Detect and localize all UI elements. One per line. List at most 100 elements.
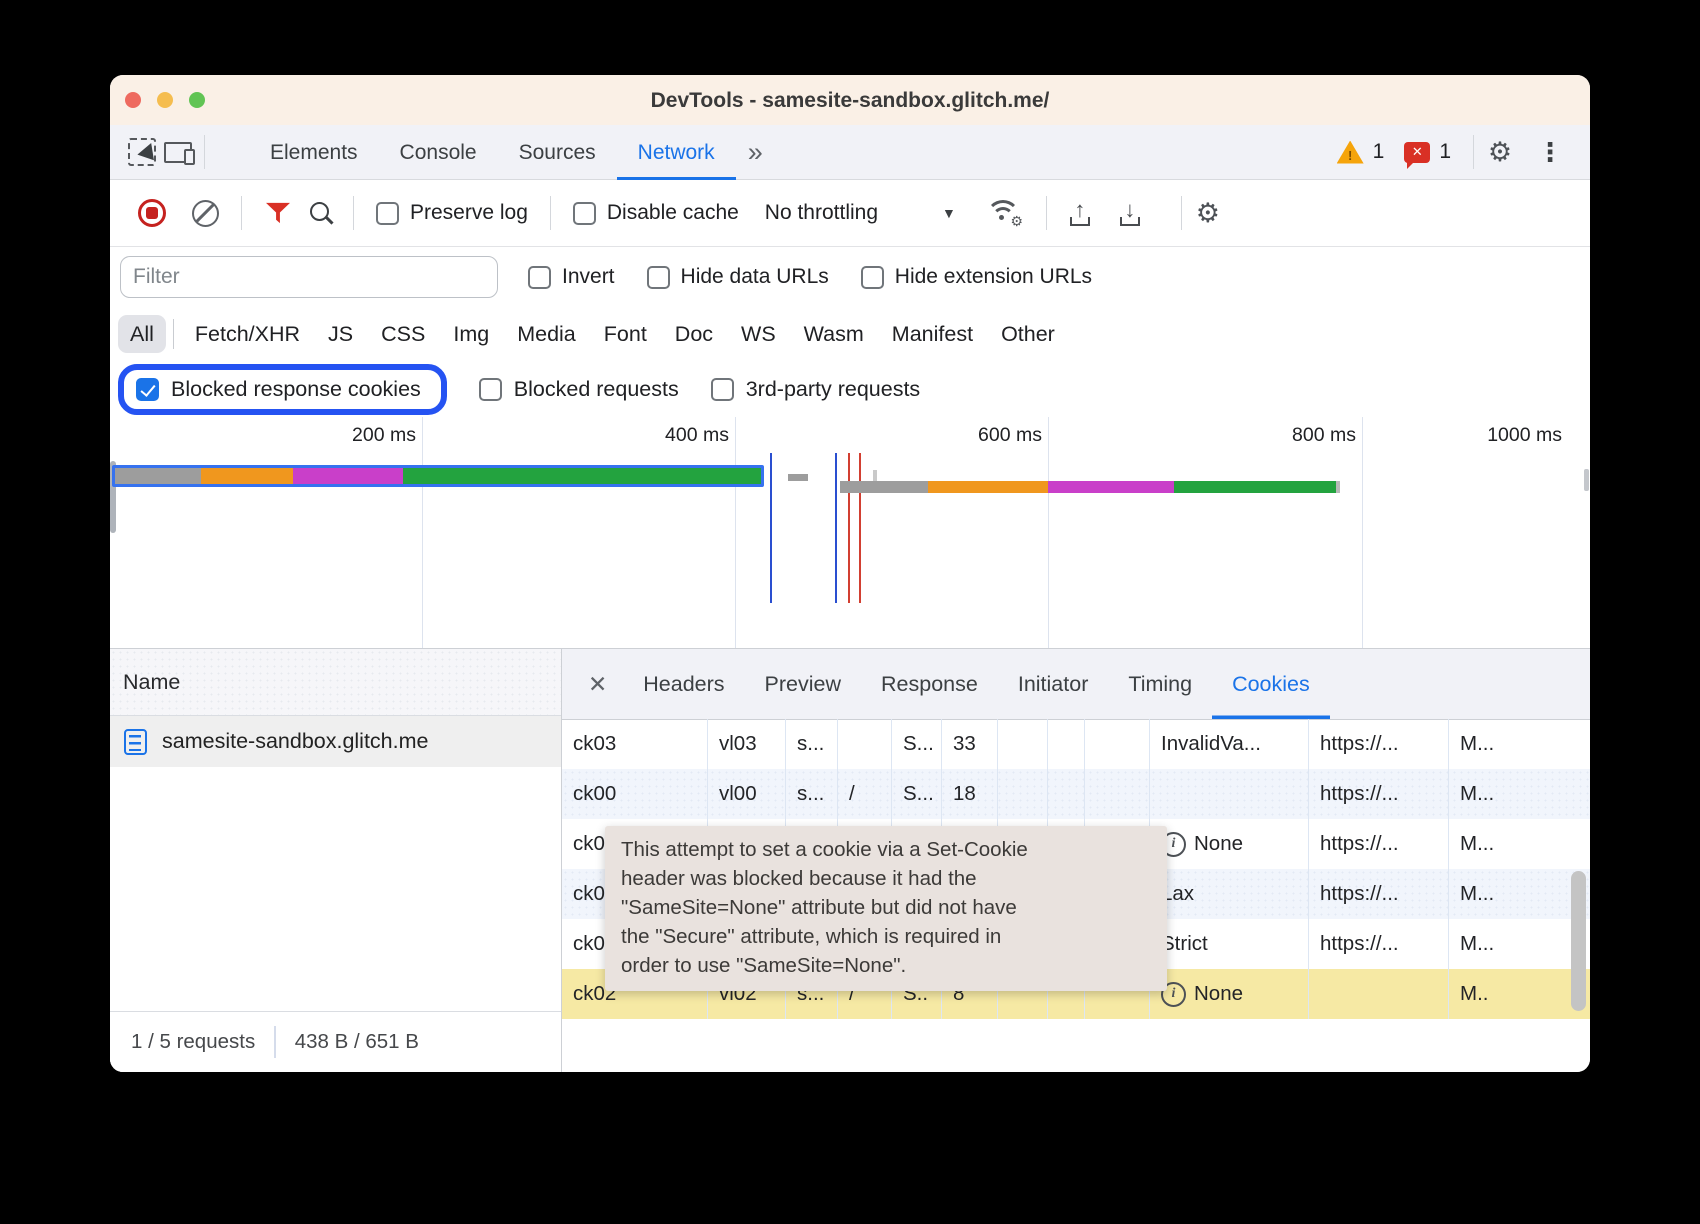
third-party-requests-checkbox[interactable] bbox=[710, 377, 734, 401]
blocked-requests-label[interactable]: Blocked requests bbox=[513, 376, 679, 401]
cell-text: https://... bbox=[1320, 932, 1399, 955]
type-filter-fetch-xhr[interactable]: Fetch/XHR bbox=[194, 322, 301, 346]
detail-tab-headers[interactable]: Headers bbox=[643, 672, 725, 696]
divider bbox=[353, 196, 354, 230]
type-filter-media[interactable]: Media bbox=[517, 322, 576, 346]
name-column-header[interactable]: Name bbox=[110, 649, 561, 716]
detail-tab-response[interactable]: Response bbox=[881, 672, 978, 696]
detail-tab-timing[interactable]: Timing bbox=[1128, 672, 1193, 696]
cookie-row-ck03[interactable]: ck03 vl03 s... S... 33 InvalidVa... https://..… bbox=[562, 719, 1590, 769]
network-settings-gear-icon[interactable]: ⚙ bbox=[1195, 197, 1220, 228]
disable-cache-checkbox[interactable] bbox=[572, 201, 596, 225]
filter-funnel-icon[interactable] bbox=[266, 202, 290, 224]
cell-text: s... bbox=[797, 782, 825, 805]
cell-text: InvalidVa... bbox=[1161, 732, 1261, 755]
close-window-button[interactable] bbox=[125, 92, 141, 108]
tooltip-line: order to use "SameSite=None". bbox=[621, 954, 907, 977]
cookie-cell: i None bbox=[1150, 819, 1309, 869]
waterfall-segment bbox=[788, 474, 808, 481]
cookie-cell: M... bbox=[1449, 719, 1590, 769]
options-row: Blocked response cookies Blocked request… bbox=[110, 361, 1590, 417]
network-conditions-icon[interactable]: ⚙ bbox=[985, 200, 1023, 229]
info-icon: i bbox=[1161, 981, 1186, 1007]
type-filter-css[interactable]: CSS bbox=[381, 322, 426, 346]
hide-extension-urls-label[interactable]: Hide extension URLs bbox=[894, 265, 1093, 288]
divider bbox=[1473, 135, 1474, 169]
tab-network[interactable]: Network bbox=[617, 125, 736, 180]
blocked-requests-checkbox[interactable] bbox=[478, 377, 502, 401]
blocked-response-cookies-checkbox[interactable] bbox=[136, 377, 159, 401]
overview-left-handle[interactable] bbox=[110, 461, 116, 533]
device-toolbar-icon[interactable] bbox=[160, 134, 196, 170]
type-filter-img[interactable]: Img bbox=[453, 322, 490, 346]
more-tabs-icon[interactable]: » bbox=[747, 136, 763, 167]
export-har-icon[interactable]: ↓ bbox=[1117, 197, 1143, 227]
close-icon[interactable]: ✕ bbox=[588, 670, 608, 697]
error-count[interactable]: ✕ 1 bbox=[1404, 140, 1451, 169]
vertical-scrollbar[interactable] bbox=[1571, 871, 1586, 1011]
more-options-icon[interactable]: ⋮ bbox=[1537, 137, 1563, 167]
invert-checkbox[interactable] bbox=[528, 265, 551, 289]
minimize-window-button[interactable] bbox=[157, 92, 173, 108]
import-har-icon[interactable]: ↑ bbox=[1067, 197, 1093, 227]
settings-gear-icon[interactable]: ⚙ bbox=[1487, 136, 1513, 167]
cookie-cell bbox=[1048, 969, 1085, 1019]
type-filter-js[interactable]: JS bbox=[328, 322, 354, 346]
detail-tab-preview[interactable]: Preview bbox=[764, 672, 842, 696]
inspect-element-icon[interactable] bbox=[124, 134, 160, 170]
waterfall-bar-selected[interactable] bbox=[112, 465, 764, 487]
divider bbox=[204, 135, 205, 169]
overview-right-handle[interactable] bbox=[1584, 469, 1589, 491]
detail-tab-cookies[interactable]: Cookies bbox=[1212, 649, 1330, 719]
cell-text: None bbox=[1194, 982, 1244, 1005]
preserve-log-checkbox[interactable] bbox=[376, 201, 399, 225]
clear-network-log-icon[interactable] bbox=[192, 199, 219, 227]
window-title: DevTools - samesite-sandbox.glitch.me/ bbox=[650, 89, 1050, 112]
tab-elements[interactable]: Elements bbox=[270, 140, 358, 164]
type-filter-ws[interactable]: WS bbox=[741, 322, 776, 346]
cookie-cell: s... bbox=[786, 719, 838, 769]
cell-text: M... bbox=[1460, 882, 1495, 905]
cell-text: 8 bbox=[953, 982, 965, 1005]
warning-count[interactable]: ! 1 bbox=[1336, 140, 1384, 164]
hide-extension-urls-checkbox[interactable] bbox=[860, 265, 884, 289]
waterfall-bar-plain[interactable] bbox=[840, 481, 1340, 493]
timeline-tick-label: 200 ms bbox=[352, 424, 416, 446]
search-icon[interactable] bbox=[310, 201, 329, 221]
record-network-log-icon[interactable] bbox=[138, 199, 166, 227]
waterfall-segment bbox=[115, 468, 201, 484]
zoom-window-button[interactable] bbox=[189, 92, 205, 108]
preserve-log-checkbox-group: Preserve log bbox=[376, 201, 528, 225]
cookie-cell: i None bbox=[1150, 969, 1309, 1019]
cell-text: Lax bbox=[1161, 882, 1195, 905]
type-filter-other[interactable]: Other bbox=[1001, 322, 1055, 346]
throttling-select[interactable]: No throttling ▼ bbox=[765, 201, 956, 225]
waterfall-segment bbox=[1174, 481, 1336, 493]
type-filter-font[interactable]: Font bbox=[603, 322, 647, 346]
type-filter-wasm[interactable]: Wasm bbox=[803, 322, 864, 346]
request-row[interactable]: samesite-sandbox.glitch.me bbox=[110, 716, 561, 767]
hide-data-urls-checkbox[interactable] bbox=[646, 265, 670, 289]
invert-label[interactable]: Invert bbox=[562, 265, 615, 288]
preserve-log-label[interactable]: Preserve log bbox=[410, 201, 528, 224]
filter-input[interactable] bbox=[120, 256, 498, 298]
blocked-response-cookies-label[interactable]: Blocked response cookies bbox=[171, 376, 421, 401]
waterfall-bar-tick[interactable] bbox=[873, 470, 877, 484]
tab-console[interactable]: Console bbox=[399, 140, 477, 164]
type-filter-doc[interactable]: Doc bbox=[674, 322, 714, 346]
hide-data-urls-label[interactable]: Hide data URLs bbox=[680, 265, 829, 288]
disable-cache-label[interactable]: Disable cache bbox=[606, 201, 739, 224]
warning-icon: ! bbox=[1336, 140, 1364, 164]
type-filter-all[interactable]: All bbox=[118, 315, 166, 353]
cookie-row-ck00[interactable]: ck00 vl00 s... / S... 18 https://... M... bbox=[562, 769, 1590, 819]
tab-sources[interactable]: Sources bbox=[518, 140, 596, 164]
divider bbox=[172, 319, 174, 349]
detail-tab-initiator[interactable]: Initiator bbox=[1017, 672, 1089, 696]
waterfall-bar-dash[interactable] bbox=[788, 474, 808, 481]
third-party-requests-label[interactable]: 3rd-party requests bbox=[745, 376, 921, 401]
third-party-requests-checkbox-group: 3rd-party requests bbox=[710, 376, 921, 402]
type-filter-manifest[interactable]: Manifest bbox=[891, 322, 974, 346]
timeline-tick-label: 600 ms bbox=[978, 424, 1042, 446]
cookie-cell bbox=[1048, 769, 1085, 819]
network-overview-timeline[interactable]: 200 ms 400 ms 600 ms 800 ms 1000 ms bbox=[110, 417, 1590, 648]
